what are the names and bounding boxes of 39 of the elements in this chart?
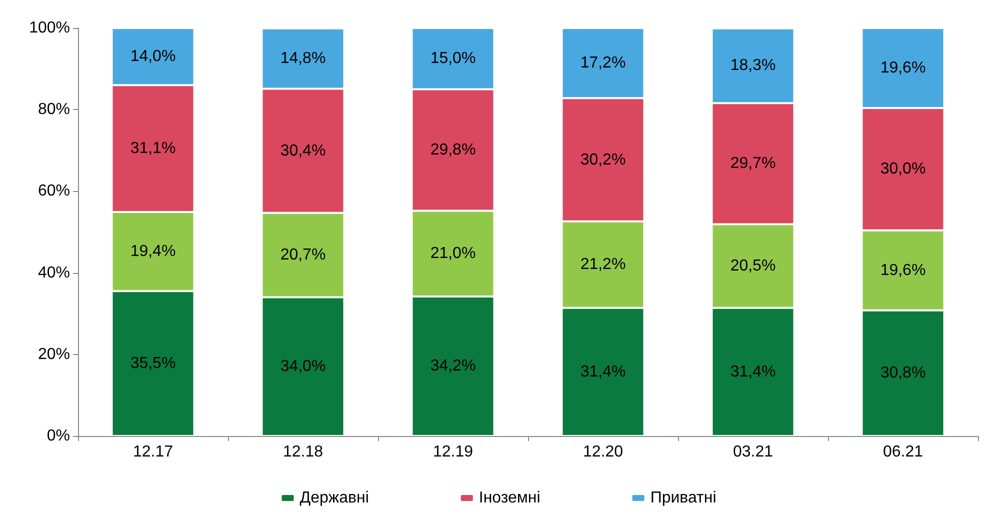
y-tick-label: 20% bbox=[38, 346, 70, 363]
y-tick-label: 80% bbox=[38, 101, 70, 118]
data-label: 29,7% bbox=[730, 155, 776, 172]
data-label: 31,1% bbox=[130, 140, 176, 158]
y-tick-label: 40% bbox=[38, 264, 70, 282]
y-tick-label: 100% bbox=[29, 20, 70, 36]
data-label: 15,0% bbox=[430, 50, 476, 68]
data-label: 21,0% bbox=[430, 245, 476, 262]
x-tick-label: 12.18 bbox=[282, 444, 324, 460]
data-label: 30,2% bbox=[580, 151, 626, 168]
data-label: 31,4% bbox=[730, 363, 776, 380]
data-label: 19,4% bbox=[130, 243, 176, 260]
data-label: 19,6% bbox=[880, 59, 926, 76]
x-tick-label: 06.21 bbox=[882, 444, 924, 460]
data-label: 14,0% bbox=[130, 48, 176, 66]
data-label: 20,7% bbox=[280, 246, 326, 264]
y-tick-label: 0% bbox=[46, 428, 70, 444]
data-label: 34,0% bbox=[280, 358, 326, 376]
data-label: 19,6% bbox=[880, 262, 926, 279]
x-tick-label: 12.20 bbox=[582, 444, 624, 460]
x-tick-label: 03.21 bbox=[732, 444, 774, 460]
x-tick-label: 12.17 bbox=[132, 444, 174, 460]
x-tick-label: 12.19 bbox=[432, 444, 474, 460]
y-tick-label: 60% bbox=[38, 182, 70, 200]
data-label: 35,5% bbox=[130, 355, 176, 372]
legend-label: Державні bbox=[300, 490, 369, 506]
legend-label: Іноземні bbox=[478, 490, 540, 506]
data-label: 30,4% bbox=[280, 142, 326, 160]
legend-label: Приватні bbox=[650, 490, 716, 506]
data-label: 34,2% bbox=[430, 358, 476, 375]
data-label: 20,5% bbox=[730, 258, 776, 275]
data-label: 14,8% bbox=[280, 50, 326, 68]
data-label: 30,0% bbox=[880, 160, 926, 178]
data-label: 31,4% bbox=[580, 363, 626, 380]
data-label: 18,3% bbox=[730, 57, 776, 74]
data-label: 21,2% bbox=[580, 256, 626, 274]
data-label: 17,2% bbox=[580, 54, 626, 72]
data-label: 29,8% bbox=[430, 141, 476, 158]
data-label: 30,8% bbox=[880, 364, 926, 382]
